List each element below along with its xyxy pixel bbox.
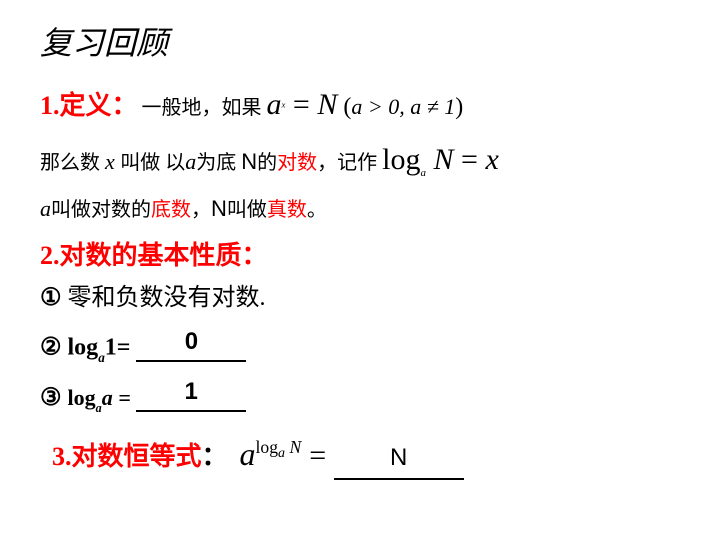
p2-one: 1= <box>105 334 137 360</box>
p3-log: log <box>68 385 96 410</box>
l3-d: 叫做 <box>227 199 267 221</box>
l2-x: x <box>105 149 120 174</box>
l2-a-var: a <box>185 149 196 174</box>
l2-b: 叫做 以 <box>120 152 185 174</box>
section-2-heading: 对数的基本性质： <box>60 240 268 270</box>
p3-a-arg: a = <box>102 385 137 410</box>
id-exp: loga N <box>256 437 302 457</box>
eq-a: a <box>267 88 282 121</box>
cond-open: ( <box>337 94 351 120</box>
prop-1-text: 零和负数没有对数. <box>68 285 266 311</box>
slide-content: 复习回顾 1.定义： 一般地，如果 ax = N (a > 0, a ≠ 1) … <box>0 0 720 480</box>
l2-d: 的 <box>257 152 277 174</box>
section-1-line-1: 1.定义： 一般地，如果 ax = N (a > 0, a ≠ 1) <box>40 82 680 127</box>
colon: ： <box>202 442 228 471</box>
def-intro: 一般地，如果 <box>142 97 267 119</box>
section-1-line-2: 那么数 x 叫做 以a为底 N的对数，记作 loga N = x <box>40 137 680 182</box>
circled-1: ① <box>40 285 68 311</box>
p2-a: a <box>98 350 105 365</box>
id-exp-a: a <box>278 445 285 461</box>
section-3-number: 3. <box>52 442 72 471</box>
id-base-a: a <box>240 436 256 472</box>
l3-zhenshu: 真数 <box>267 199 307 221</box>
blank-answer-N: N <box>334 440 464 480</box>
prop-2: ② loga1= 0 <box>40 328 680 366</box>
log-fn: log <box>382 143 420 176</box>
section-1-number: 1. <box>40 91 60 120</box>
l3-c: ， <box>191 199 211 221</box>
l2-c: 为底 <box>196 152 241 174</box>
section-1-line-3: a叫做对数的底数，N叫做真数。 <box>40 192 680 225</box>
log-result-x: x <box>485 143 498 176</box>
log-base-a: a <box>421 167 427 179</box>
id-exp-N: N <box>285 437 301 457</box>
id-exp-log: log <box>256 437 278 457</box>
l2-N: N <box>241 149 257 174</box>
blank-answer-1: 1 <box>136 374 246 412</box>
p3-a-sub: a <box>96 401 102 415</box>
circled-2: ② <box>40 334 68 360</box>
cond-close: ) <box>455 94 463 120</box>
l3-e: 。 <box>307 199 327 221</box>
slide-title: 复习回顾 <box>40 18 680 64</box>
section-3-heading: 对数恒等式 <box>72 441 202 471</box>
log-eq: = <box>454 143 486 176</box>
l3-N: N <box>211 196 227 221</box>
circled-3: ③ <box>40 385 68 411</box>
section-1-heading: 定义： <box>60 90 138 120</box>
p2-log: log <box>68 334 99 360</box>
prop-1: ① 零和负数没有对数. <box>40 280 680 316</box>
section-3: 3.对数恒等式： aloga N = N <box>52 430 680 480</box>
section-2-heading-line: 2.对数的基本性质： <box>40 235 680 272</box>
prop-3: ③ logaa = 1 <box>40 378 680 416</box>
blank-answer-0: 0 <box>136 324 246 362</box>
l2-duishu: 对数 <box>277 152 317 174</box>
l2-e: ，记作 <box>317 152 382 174</box>
l3-a: a <box>40 196 51 221</box>
section-2-number: 2. <box>40 241 60 270</box>
identity-formula: aloga N = <box>240 436 334 472</box>
l3-dishu: 底数 <box>151 199 191 221</box>
l3-b: 叫做对数的 <box>51 199 151 221</box>
eq-equals: = <box>285 88 317 121</box>
l2-a: 那么数 <box>40 152 105 174</box>
cond-text: a > 0, a ≠ 1 <box>351 94 455 119</box>
id-eq: = <box>309 439 333 472</box>
eq-N: N <box>317 88 337 121</box>
log-arg-N: N <box>434 143 454 176</box>
